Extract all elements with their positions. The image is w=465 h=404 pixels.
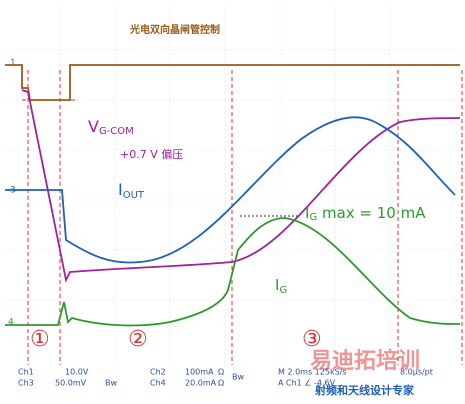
bias-label: +0.7 V 偏压 — [120, 147, 183, 161]
ch3-trace — [21, 89, 461, 283]
status-bar: Ch1 10.0V Ch3 50.0mV Bw Ch2 100mA Ω Bw C… — [18, 368, 433, 388]
sub: G — [279, 285, 287, 296]
status: Ch2 — [150, 368, 166, 377]
i: I — [118, 180, 123, 199]
status: 10.0V — [65, 368, 89, 377]
phase-1: ① — [30, 327, 50, 352]
vgcom-label: VG-COM — [88, 117, 134, 138]
ch1-marker: 1 — [10, 59, 16, 69]
status: 50.0mV — [55, 379, 87, 388]
iout-label: IOUT — [118, 180, 145, 202]
v: V — [88, 117, 99, 136]
status: Ω — [218, 368, 224, 377]
status: 20.0mA — [185, 379, 217, 388]
watermark-title: 易迪拓培训 — [310, 348, 420, 374]
status: Ch1 — [18, 368, 34, 377]
status: Bw — [232, 373, 244, 382]
watermark-subtitle: 射频和天线设计专家 — [314, 383, 415, 397]
igmax-label: IG max = 10 mA — [305, 204, 426, 224]
i: I — [305, 204, 309, 222]
status: Ω — [218, 379, 224, 388]
status: 100mA — [185, 368, 214, 377]
status: Ch3 — [18, 379, 34, 388]
phase-3: ③ — [302, 327, 322, 352]
sub: G — [309, 212, 317, 223]
ch4-marker: 4 — [8, 318, 14, 328]
status: M 2.0ms 125kS/s — [278, 368, 347, 377]
status: Ch4 — [150, 379, 166, 388]
i: I — [275, 276, 279, 294]
sub: G-COM — [99, 126, 134, 137]
ch3-marker: 3 — [10, 186, 16, 196]
status: A Ch1 ∠ -4.6V — [278, 379, 336, 388]
status: 8.0μs/pt — [400, 368, 433, 377]
sub: OUT — [123, 190, 145, 201]
title: 光电双向晶闸管控制 — [129, 23, 220, 36]
status: Bw — [105, 379, 117, 388]
ig-label: IG — [275, 276, 287, 297]
rest: max = 10 mA — [317, 204, 426, 222]
ch4-trace — [5, 217, 461, 327]
phase-2: ② — [128, 327, 148, 352]
ch2-trace — [5, 116, 456, 264]
